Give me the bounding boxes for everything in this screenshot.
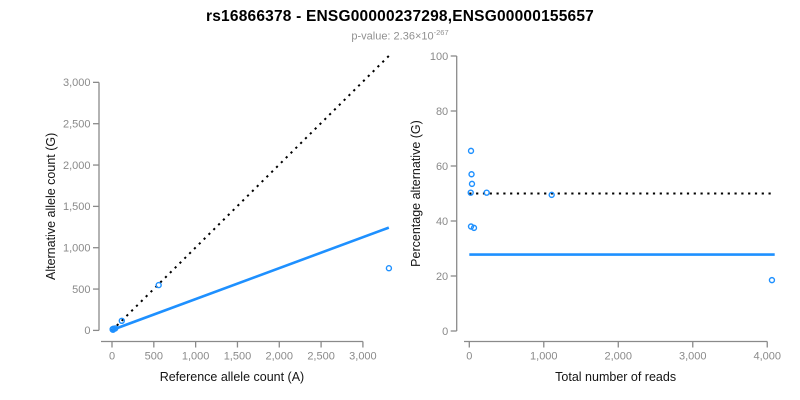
y-tick-label: 2,000 (63, 160, 91, 172)
x-tick-label: 3,000 (679, 351, 707, 363)
y-axis-title: Alternative allele count (G) (44, 133, 58, 280)
x-tick-label: 4,000 (753, 351, 781, 363)
y-tick-label: 0 (84, 325, 90, 337)
data-point (155, 281, 162, 289)
x-tick-label: 3,000 (349, 351, 377, 363)
y-tick-label: 2,500 (63, 118, 91, 130)
x-tick-label: 0 (466, 351, 472, 363)
data-point (467, 147, 475, 155)
x-tick-label: 2,000 (605, 351, 633, 363)
y-tick-label: 20 (436, 271, 448, 283)
y-tick-label: 100 (430, 51, 448, 63)
y-tick-label: 40 (436, 216, 448, 228)
x-tick-label: 1,000 (530, 351, 558, 363)
y-axis-title: Percentage alternative (G) (409, 120, 423, 267)
data-point (768, 276, 776, 284)
x-tick-label: 2,500 (307, 351, 335, 363)
pvalue-subtitle: p-value: 2.36×10-267 (0, 28, 800, 43)
x-axis-title: Total number of reads (555, 370, 676, 384)
y-tick-label: 1,500 (63, 201, 91, 213)
y-tick-label: 1,000 (63, 243, 91, 255)
data-point (483, 189, 490, 196)
pvalue-base: p-value: 2.36×10 (351, 30, 434, 43)
plot-title: rs16866378 - ENSG00000237298,ENSG0000015… (206, 8, 594, 25)
x-tick-label: 1,000 (182, 351, 210, 363)
x-tick-label: 1,500 (224, 351, 252, 363)
pvalue-exponent: -267 (433, 28, 449, 37)
data-point (548, 191, 555, 199)
data-point (468, 180, 476, 188)
y-tick-label: 500 (72, 284, 90, 296)
identity-reference-line (111, 55, 390, 332)
left-scatter-plot: 0 500 1,000 1,500 2,000 2,500 3,000 0 500 1,000 1,… (44, 55, 393, 384)
x-tick-label: 0 (109, 351, 115, 363)
data-point (467, 189, 474, 196)
data-point (112, 325, 119, 332)
data-point (468, 171, 475, 178)
y-tick-label: 60 (436, 161, 448, 173)
right-scatter-plot: 0 20 40 60 80 100 0 1,000 2,000 3,000 4,000 Total n… (409, 51, 781, 384)
x-tick-label: 500 (145, 351, 163, 363)
data-point (118, 317, 125, 325)
y-tick-label: 3,000 (63, 77, 91, 89)
regression-fit-line (111, 226, 390, 332)
y-tick-label: 80 (436, 106, 448, 118)
x-axis-title: Reference allele count (A) (160, 370, 305, 384)
x-tick-label: 2,000 (266, 351, 294, 363)
data-point (385, 265, 393, 272)
y-tick-label: 0 (442, 326, 448, 338)
data-point (470, 224, 478, 232)
